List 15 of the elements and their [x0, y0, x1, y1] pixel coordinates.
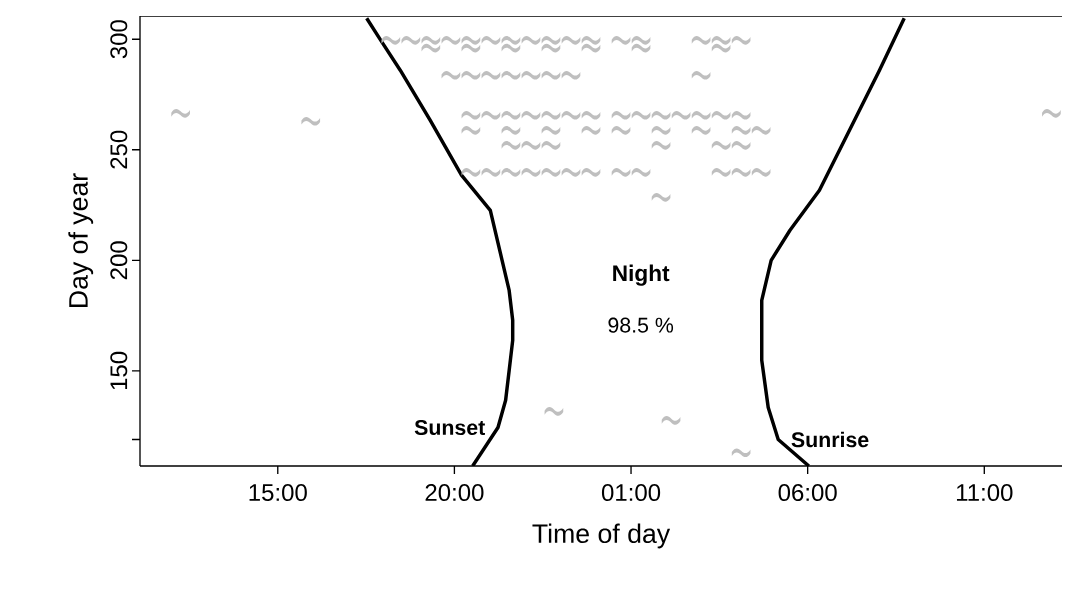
y-tick-label: 300	[110, 20, 128, 59]
x-tick-label: 11:00	[956, 484, 1013, 502]
x-axis-title: Time of day	[532, 523, 671, 549]
x-tick-label: 06:00	[778, 484, 837, 502]
annotation: 98.5 %	[608, 317, 674, 333]
x-tick-label: 15:00	[249, 484, 307, 502]
x-tick-label: 01:00	[601, 484, 661, 502]
y-tick-label: 200	[110, 241, 128, 280]
y-tick-label: 250	[110, 130, 128, 169]
y-axis-title: Day of year	[68, 173, 94, 307]
annotation: Night	[613, 264, 670, 286]
series-label: Sunrise	[791, 431, 869, 448]
y-tick-label: 150	[110, 351, 128, 390]
x-tick-label: 20:00	[425, 484, 484, 502]
series-label: Sunset	[414, 419, 485, 436]
